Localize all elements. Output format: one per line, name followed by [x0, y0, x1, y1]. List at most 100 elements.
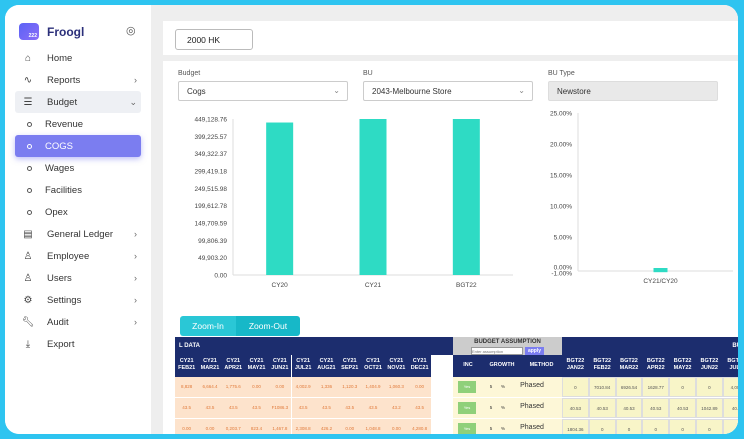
table-cell: 1,060.3: [384, 377, 408, 397]
logo-icon: 222: [19, 23, 39, 40]
table-cell: 1,404.9: [361, 377, 385, 397]
table-cell: 1,336: [314, 377, 339, 397]
table-cell: 426.2: [314, 419, 339, 434]
sidebar-subitem-cogs[interactable]: COGS: [15, 135, 141, 157]
budget-cell[interactable]: 7010.84: [588, 377, 616, 397]
sidebar-item-users[interactable]: ♙ Users ›: [15, 267, 141, 289]
table-cell: 0.00: [268, 377, 292, 397]
sidebar-item-general-ledger[interactable]: ▤ General Ledger ›: [15, 223, 141, 245]
budget-cell[interactable]: 0: [642, 419, 670, 434]
gear-icon: ⚙: [23, 294, 33, 306]
column-header: CY21 JUL21: [291, 355, 315, 377]
apply-button[interactable]: apply: [524, 347, 545, 355]
chevron-down-icon: ⌄: [129, 96, 137, 107]
table-cell: 43.5: [198, 398, 222, 418]
table-cell: 0.00: [338, 419, 362, 434]
y-tick-label: 0.00%: [554, 265, 573, 272]
logo[interactable]: 222 Froogl: [19, 23, 84, 40]
sidebar-subitem-wages[interactable]: Wages: [15, 157, 141, 179]
sidebar-item-employee[interactable]: ♙ Employee ›: [15, 245, 141, 267]
y-tick-label: 299,419.18: [194, 169, 227, 176]
table-cell: 4,280.8: [408, 419, 432, 434]
layers-icon: ▤: [23, 228, 33, 240]
database-icon: ☰: [23, 96, 33, 108]
table-cell: F1086.3: [268, 398, 292, 418]
x-tick-label: BGT22: [456, 282, 477, 289]
growth-unit: %: [500, 405, 505, 410]
theme-toggle-icon[interactable]: ◎: [126, 25, 136, 37]
budget-cell[interactable]: 0: [588, 419, 616, 434]
budget-cell[interactable]: 4,002: [722, 377, 738, 397]
y-tick-label: 249,515.98: [194, 186, 227, 193]
table-cell: 43.2: [384, 398, 408, 418]
budget-cell[interactable]: 40.53: [642, 398, 670, 418]
y-tick-label: 399,225.57: [194, 134, 227, 141]
sidebar-item-audit[interactable]: 🔧︎ Audit ›: [21, 316, 137, 328]
budget-cell[interactable]: 0: [562, 377, 589, 397]
y-tick-label: 49,903.20: [198, 255, 227, 262]
inc-toggle[interactable]: Yes: [458, 402, 476, 414]
sidebar-item-budget[interactable]: ☰ Budget ⌄: [15, 91, 141, 113]
budget-cell[interactable]: 1628.77: [642, 377, 670, 397]
budget-cell[interactable]: 0: [696, 419, 723, 434]
table-cell: 1,048.8: [361, 419, 385, 434]
budget-cell[interactable]: 40.53: [588, 398, 616, 418]
bu-select[interactable]: 2043-Melbourne Store ⌄: [363, 81, 533, 101]
table-cell: 1,120.3: [338, 377, 362, 397]
budget-cell[interactable]: 6926.54: [615, 377, 643, 397]
sidebar-subitem-facilities[interactable]: Facilities: [15, 179, 141, 201]
table-cell: 43.5: [361, 398, 385, 418]
inc-toggle[interactable]: Yes: [458, 423, 476, 434]
column-header: BGT22 APR22: [642, 355, 670, 377]
assumption-input[interactable]: [470, 347, 523, 355]
main-content: 2000 HK Budget Cogs ⌄ BU 2043-Melbourne S…: [151, 5, 738, 434]
y-tick-label: 25.00%: [550, 111, 572, 118]
table-cell: 2,308.8: [291, 419, 315, 434]
assumption-cell: [453, 419, 562, 434]
column-header: CY21 NOV21: [384, 355, 408, 377]
growth-unit: %: [500, 426, 505, 431]
table-cell: 1,775.6: [221, 377, 245, 397]
sidebar-subitem-revenue[interactable]: Revenue: [15, 113, 141, 135]
zoom-out-button[interactable]: Zoom-Out: [236, 316, 300, 336]
sidebar-item-export[interactable]: ⤓ Export: [15, 333, 141, 355]
budget-cell[interactable]: 1042.89: [696, 398, 723, 418]
budget-select[interactable]: Cogs ⌄: [178, 81, 348, 101]
inc-toggle[interactable]: Yes: [458, 381, 476, 393]
table-cell: 0.00: [384, 419, 408, 434]
budget-cell[interactable]: 0: [722, 419, 738, 434]
budget-cell[interactable]: 0: [615, 419, 643, 434]
circle-icon: [27, 121, 32, 127]
zoom-in-button[interactable]: Zoom-In: [180, 316, 236, 336]
bar: [653, 268, 668, 273]
column-header: BGT22JUL2: [722, 355, 738, 377]
budget-cell[interactable]: 40.53: [615, 398, 643, 418]
assumption-cell: [453, 398, 562, 418]
budget-cell[interactable]: 0: [669, 377, 696, 397]
sidebar-item-home[interactable]: ⌂ Home: [15, 47, 141, 69]
budget-cell[interactable]: 1804.36: [562, 419, 589, 434]
budget-card: Budget Cogs ⌄ BU 2043-Melbourne Store ⌄ BU…: [163, 61, 738, 434]
sidebar-subitem-opex[interactable]: Opex: [15, 201, 141, 223]
currency-input[interactable]: 2000 HK: [175, 29, 253, 50]
chevron-right-icon: ›: [134, 317, 137, 327]
growth-value: 5: [489, 384, 493, 389]
column-header: BGT22 JUN22: [696, 355, 723, 377]
bu-type-label: BU Type: [548, 70, 575, 77]
download-icon: ⤓: [25, 338, 31, 350]
sidebar-item-settings[interactable]: ⚙ Settings ›: [15, 289, 141, 311]
growth-value: 5: [489, 426, 493, 431]
column-header: CY21 MAY21: [244, 355, 269, 377]
sidebar-item-reports[interactable]: ∿ Reports ›: [15, 69, 141, 91]
table-cell: 43.5: [314, 398, 339, 418]
bu-label: BU: [363, 70, 373, 77]
budget-cell[interactable]: 40.53: [562, 398, 589, 418]
budget-cell[interactable]: 40.5: [722, 398, 738, 418]
budget-cell[interactable]: 0: [669, 419, 696, 434]
budget-cell[interactable]: 0: [696, 377, 723, 397]
column-header: BGT22 MAR22: [615, 355, 643, 377]
assumption-cell: [453, 377, 562, 397]
y-tick-label: 20.00%: [550, 142, 572, 149]
budget-cell[interactable]: 40.53: [669, 398, 696, 418]
cogs-bar-chart: 449,128.76 399,225.57 349,322.37 299,419.18…: [194, 117, 513, 289]
